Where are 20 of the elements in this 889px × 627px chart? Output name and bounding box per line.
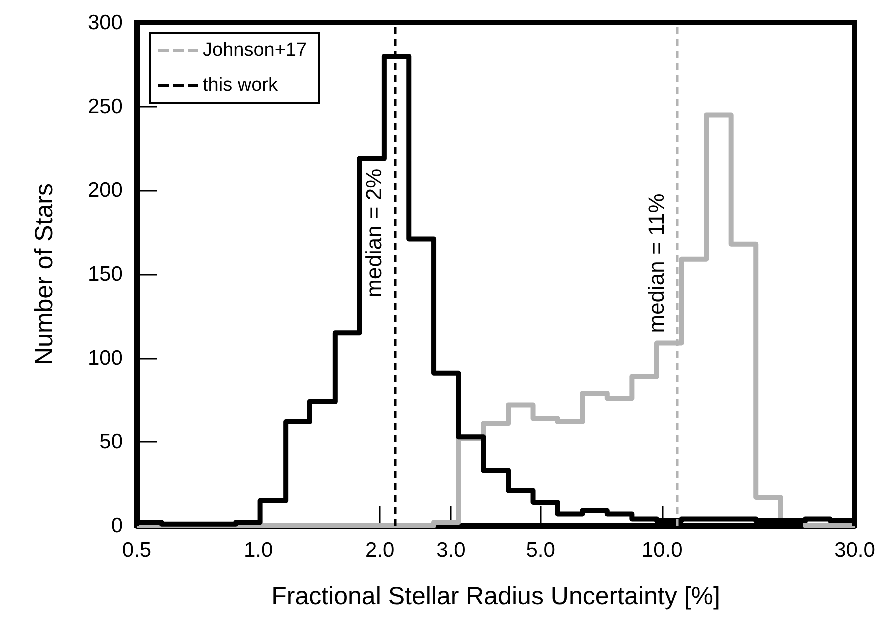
y-tick-label: 100 bbox=[88, 346, 123, 370]
ref-line-label: median = 2% bbox=[362, 168, 387, 298]
y-tick-label: 150 bbox=[88, 263, 123, 286]
ref-line-label: median = 11% bbox=[644, 194, 669, 334]
y-axis-title: Number of Stars bbox=[30, 183, 58, 366]
x-tick-label: 10.0 bbox=[642, 539, 683, 562]
legend-label: this work bbox=[203, 75, 278, 96]
x-tick-label: 5.0 bbox=[526, 539, 556, 562]
y-tick-label: 0 bbox=[111, 514, 123, 538]
y-tick-label: 250 bbox=[88, 95, 123, 118]
y-tick-label: 300 bbox=[88, 12, 123, 34]
x-axis-title: Fractional Stellar Radius Uncertainty [%] bbox=[272, 582, 720, 610]
x-tick-label: 1.0 bbox=[244, 539, 274, 562]
x-tick-label: 30.0 bbox=[834, 539, 876, 562]
x-tick-label: 0.5 bbox=[122, 539, 152, 562]
x-tick-label: 3.0 bbox=[436, 539, 466, 562]
y-tick-label: 200 bbox=[88, 179, 123, 202]
legend-label: Johnson+17 bbox=[203, 40, 308, 61]
x-tick-label: 2.0 bbox=[366, 539, 395, 562]
y-tick-label: 50 bbox=[100, 430, 123, 454]
